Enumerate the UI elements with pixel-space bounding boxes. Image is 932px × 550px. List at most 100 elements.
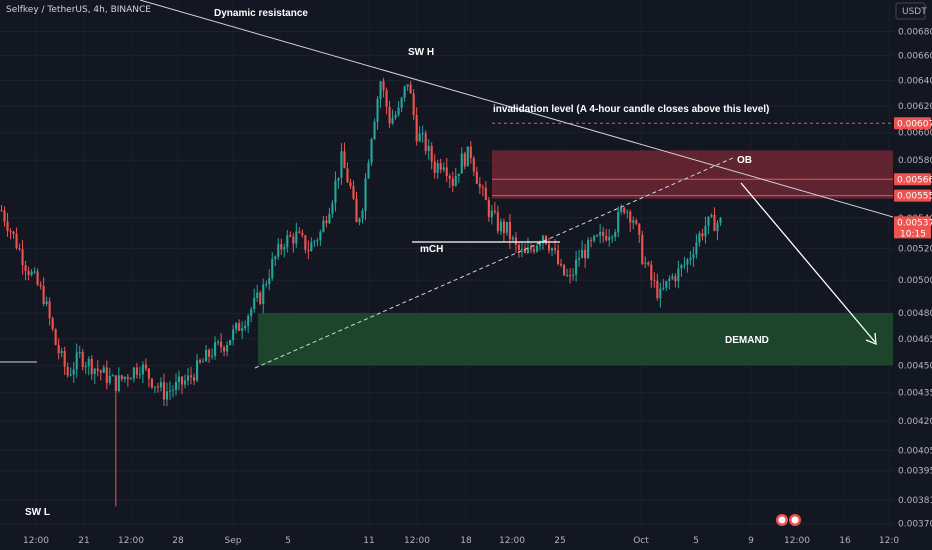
projection-arrow[interactable] xyxy=(740,182,876,343)
candle-body xyxy=(289,235,292,237)
candle-body xyxy=(105,367,108,383)
y-tick-label: 0.004200 xyxy=(898,417,932,427)
rising-trendline[interactable] xyxy=(254,156,736,369)
candle-body xyxy=(111,375,114,377)
candle-body xyxy=(373,121,376,140)
candle-body xyxy=(214,342,217,356)
time-axis[interactable]: 12:00 21 12:00 28 Sep 5 11 12:00 18 12:00 25 Oct 5 9 1… xyxy=(0,528,932,550)
candle-body xyxy=(171,390,175,392)
candle-body xyxy=(596,235,599,237)
candle-body xyxy=(48,301,51,319)
price-badge-label: 0.005551 xyxy=(897,192,932,202)
y-tick-label: 0.006200 xyxy=(898,102,932,112)
candle-body xyxy=(328,213,331,224)
candle-body xyxy=(235,323,238,330)
candle-body xyxy=(304,235,307,250)
candle-body xyxy=(244,325,247,329)
y-tick-label: 0.005000 xyxy=(898,276,932,286)
y-tick-label: 0.003810 xyxy=(898,496,932,506)
candle-body xyxy=(532,249,536,252)
candle-body xyxy=(99,370,102,373)
drawing-lines-layer xyxy=(0,0,894,369)
event-flag-icon[interactable] xyxy=(789,514,801,526)
x-tick-label: 12:00 xyxy=(23,536,49,546)
candles-layer xyxy=(0,77,722,507)
candle-body xyxy=(424,133,427,152)
symbol-title: Selfkey / TetherUS, 4h, BINANCE xyxy=(6,5,151,15)
candle-body xyxy=(376,99,379,122)
x-tick-label: 18 xyxy=(460,536,472,546)
candle-body xyxy=(168,390,172,392)
ob-zone xyxy=(492,150,893,199)
candle-body xyxy=(180,376,184,385)
candle-body xyxy=(556,250,560,265)
price-badge xyxy=(894,117,931,130)
candle-body xyxy=(656,280,659,299)
candle-body xyxy=(638,223,641,235)
demand-label: DEMAND xyxy=(725,335,769,346)
candle-body xyxy=(478,183,481,188)
candle-body xyxy=(575,259,578,275)
candle-body xyxy=(704,225,707,237)
y-tick-label: 0.005800 xyxy=(898,156,932,166)
candle-body xyxy=(584,249,587,259)
candle-body xyxy=(93,368,96,375)
candle-body xyxy=(54,329,57,345)
ob-label: OB xyxy=(737,155,752,166)
candle-body xyxy=(460,153,463,174)
candle-body xyxy=(232,329,235,341)
candle-body xyxy=(226,344,229,352)
candle-body xyxy=(602,231,605,237)
candle-body xyxy=(295,231,298,244)
candle-body xyxy=(150,378,153,388)
x-tick-label: 16 xyxy=(839,536,851,546)
candle-body xyxy=(9,231,12,233)
candle-body xyxy=(298,231,301,233)
candle-body xyxy=(439,163,442,170)
candle-body xyxy=(259,292,262,304)
candle-body xyxy=(45,301,48,304)
candle-body xyxy=(192,377,196,381)
candle-body xyxy=(692,254,695,258)
candle-body xyxy=(337,177,340,181)
candle-body xyxy=(707,216,710,226)
candle-body xyxy=(614,232,617,237)
candle-body xyxy=(352,186,355,199)
candle-body xyxy=(39,284,42,287)
candle-body xyxy=(57,344,60,354)
candle-body xyxy=(457,173,460,176)
dynamic-resistance-line[interactable] xyxy=(139,0,894,218)
candle-body xyxy=(313,241,316,243)
candle-body xyxy=(587,239,590,259)
candle-body xyxy=(66,366,69,376)
candle-body xyxy=(241,328,244,331)
sw-h-label: SW H xyxy=(408,47,434,58)
candle-body xyxy=(42,286,45,304)
candle-body xyxy=(153,386,156,388)
currency-button[interactable]: USDT xyxy=(895,2,927,20)
time-axis-bg xyxy=(0,528,932,550)
candle-body xyxy=(346,168,349,183)
candle-body xyxy=(698,233,701,243)
event-flag-icon[interactable] xyxy=(776,514,788,526)
candle-body xyxy=(541,235,545,244)
candle-body xyxy=(520,249,523,251)
price-axis[interactable]: 0.006800 0.006600 0.006400 0.006200 0.006000… xyxy=(893,0,932,530)
candle-body xyxy=(599,231,602,236)
candle-body xyxy=(283,247,286,250)
candle-body xyxy=(253,297,256,310)
candle-body xyxy=(12,231,15,235)
candle-body xyxy=(529,247,533,250)
candle-body xyxy=(505,221,508,233)
candle-body xyxy=(653,279,656,281)
x-tick-label: 12:00 xyxy=(499,536,525,546)
candle-body xyxy=(322,220,325,232)
x-tick-label: Oct xyxy=(633,536,649,546)
candle-body xyxy=(265,284,268,286)
price-axis-bg xyxy=(893,0,932,528)
candle-body xyxy=(69,374,72,376)
candle-body xyxy=(632,220,635,223)
candle-body xyxy=(475,171,478,184)
